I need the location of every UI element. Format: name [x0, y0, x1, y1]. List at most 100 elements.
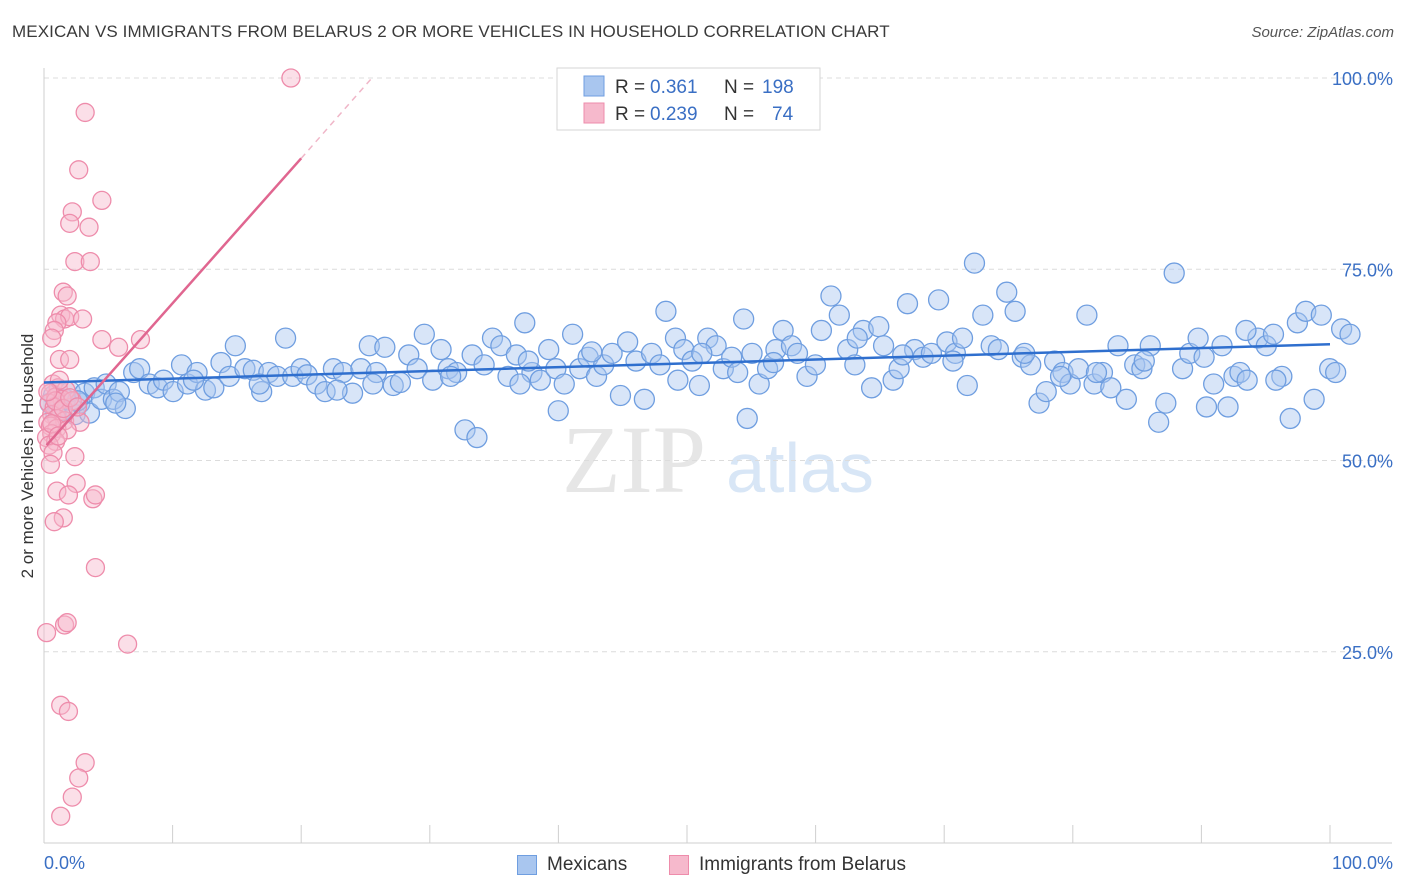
point-belarus: [60, 213, 80, 234]
y-tick-label: 25.0%: [1342, 643, 1393, 663]
point-mexicans: [691, 342, 713, 365]
point-mexicans: [616, 331, 639, 353]
point-mexicans: [920, 342, 943, 365]
point-mexicans: [1265, 369, 1287, 391]
point-mexicans: [1235, 319, 1257, 342]
point-mexicans: [490, 335, 512, 357]
legend-n-label-1: N =: [724, 77, 754, 98]
point-mexicans: [904, 338, 926, 361]
point-mexicans: [872, 335, 895, 357]
point-mexicans: [673, 338, 695, 361]
x-tick-label-min: 0.0%: [44, 853, 85, 873]
point-belarus: [54, 615, 75, 635]
point-belarus: [42, 328, 62, 348]
axes: [43, 68, 1392, 844]
point-mexicans: [828, 304, 850, 326]
point-mexicans: [727, 361, 749, 384]
point-mexicans: [688, 374, 711, 397]
point-belarus: [67, 397, 88, 417]
legend-swatch-blue: [583, 75, 605, 97]
point-mexicans: [481, 327, 504, 349]
point-belarus: [47, 313, 67, 333]
point-mexicans: [251, 380, 273, 403]
point-belarus: [38, 381, 58, 402]
point-belarus: [48, 426, 68, 446]
trend-line-belarus: [45, 157, 303, 447]
legend-r-value-2: 0.239: [650, 104, 698, 125]
legend-r-label-2: R =: [615, 104, 645, 125]
point-mexicans: [888, 358, 910, 380]
point-belarus: [51, 806, 71, 826]
point-mexicans: [505, 344, 528, 366]
point-mexicans: [123, 361, 145, 384]
point-belarus: [44, 512, 64, 532]
y-tick-label: 75.0%: [1342, 260, 1393, 280]
series-belarus: [36, 68, 301, 826]
point-mexicans: [224, 335, 247, 357]
point-mexicans: [1203, 373, 1225, 395]
point-mexicans: [987, 338, 1010, 361]
point-mexicans: [762, 351, 785, 374]
point-belarus: [92, 190, 112, 211]
point-belarus: [281, 68, 301, 88]
legend-n-value-1: 198: [762, 77, 794, 98]
point-mexicans: [1067, 358, 1090, 380]
point-belarus: [85, 557, 106, 578]
y-tick-label: 50.0%: [1342, 452, 1393, 472]
point-mexicans: [972, 304, 994, 326]
point-mexicans: [413, 323, 435, 345]
point-mexicans: [105, 392, 127, 414]
y-axis-label: 2 or more Vehicles in Household: [18, 334, 37, 579]
point-mexicans: [1148, 411, 1170, 433]
legend-swatch-belarus: [669, 855, 689, 875]
point-belarus: [62, 202, 82, 222]
trend-line-mexicans: [43, 342, 1331, 384]
point-mexicans: [561, 323, 584, 345]
point-belarus: [60, 349, 80, 370]
point-belarus: [66, 473, 86, 494]
x-tick-label-max: 100.0%: [1332, 853, 1393, 873]
legend-swatch-mexicans: [517, 855, 537, 875]
point-mexicans: [473, 354, 495, 376]
point-mexicans: [581, 341, 603, 363]
point-belarus: [62, 787, 82, 807]
legend-r-label-1: R =: [615, 77, 645, 98]
point-mexicans: [1193, 346, 1215, 368]
point-mexicans: [1262, 323, 1285, 345]
point-belarus: [80, 251, 100, 272]
point-belarus: [65, 447, 85, 467]
point-belarus: [108, 337, 129, 357]
point-mexicans: [389, 371, 412, 394]
point-mexicans: [1339, 323, 1361, 345]
point-belarus: [72, 309, 93, 329]
point-mexicans: [796, 365, 818, 388]
point-belarus: [47, 481, 67, 501]
point-belarus: [85, 485, 106, 505]
point-mexicans: [529, 369, 551, 391]
legend-n-label-2: N =: [724, 104, 754, 125]
point-mexicans: [538, 338, 560, 361]
point-belarus: [58, 485, 79, 505]
point-mexicans: [892, 344, 914, 366]
point-belarus: [44, 320, 64, 341]
point-belarus: [69, 768, 89, 788]
point-mexicans: [248, 373, 270, 395]
point-mexicans: [326, 379, 348, 401]
point-mexicans: [1217, 396, 1239, 418]
point-mexicans: [927, 289, 950, 311]
point-mexicans: [810, 319, 833, 342]
legend-label-mexicans: Mexicans: [547, 854, 628, 875]
point-belarus: [49, 349, 70, 370]
point-belarus: [51, 695, 71, 715]
point-mexicans: [234, 358, 256, 380]
point-mexicans: [1085, 361, 1108, 384]
point-mexicans: [609, 384, 632, 407]
point-mexicans: [374, 336, 396, 358]
point-mexicans: [996, 281, 1018, 303]
point-belarus: [40, 454, 61, 474]
point-belarus: [79, 217, 99, 237]
point-mexicans: [756, 358, 779, 380]
watermark-atlas: atlas: [726, 429, 874, 507]
point-mexicans: [1155, 392, 1177, 414]
point-mexicans: [882, 369, 904, 391]
